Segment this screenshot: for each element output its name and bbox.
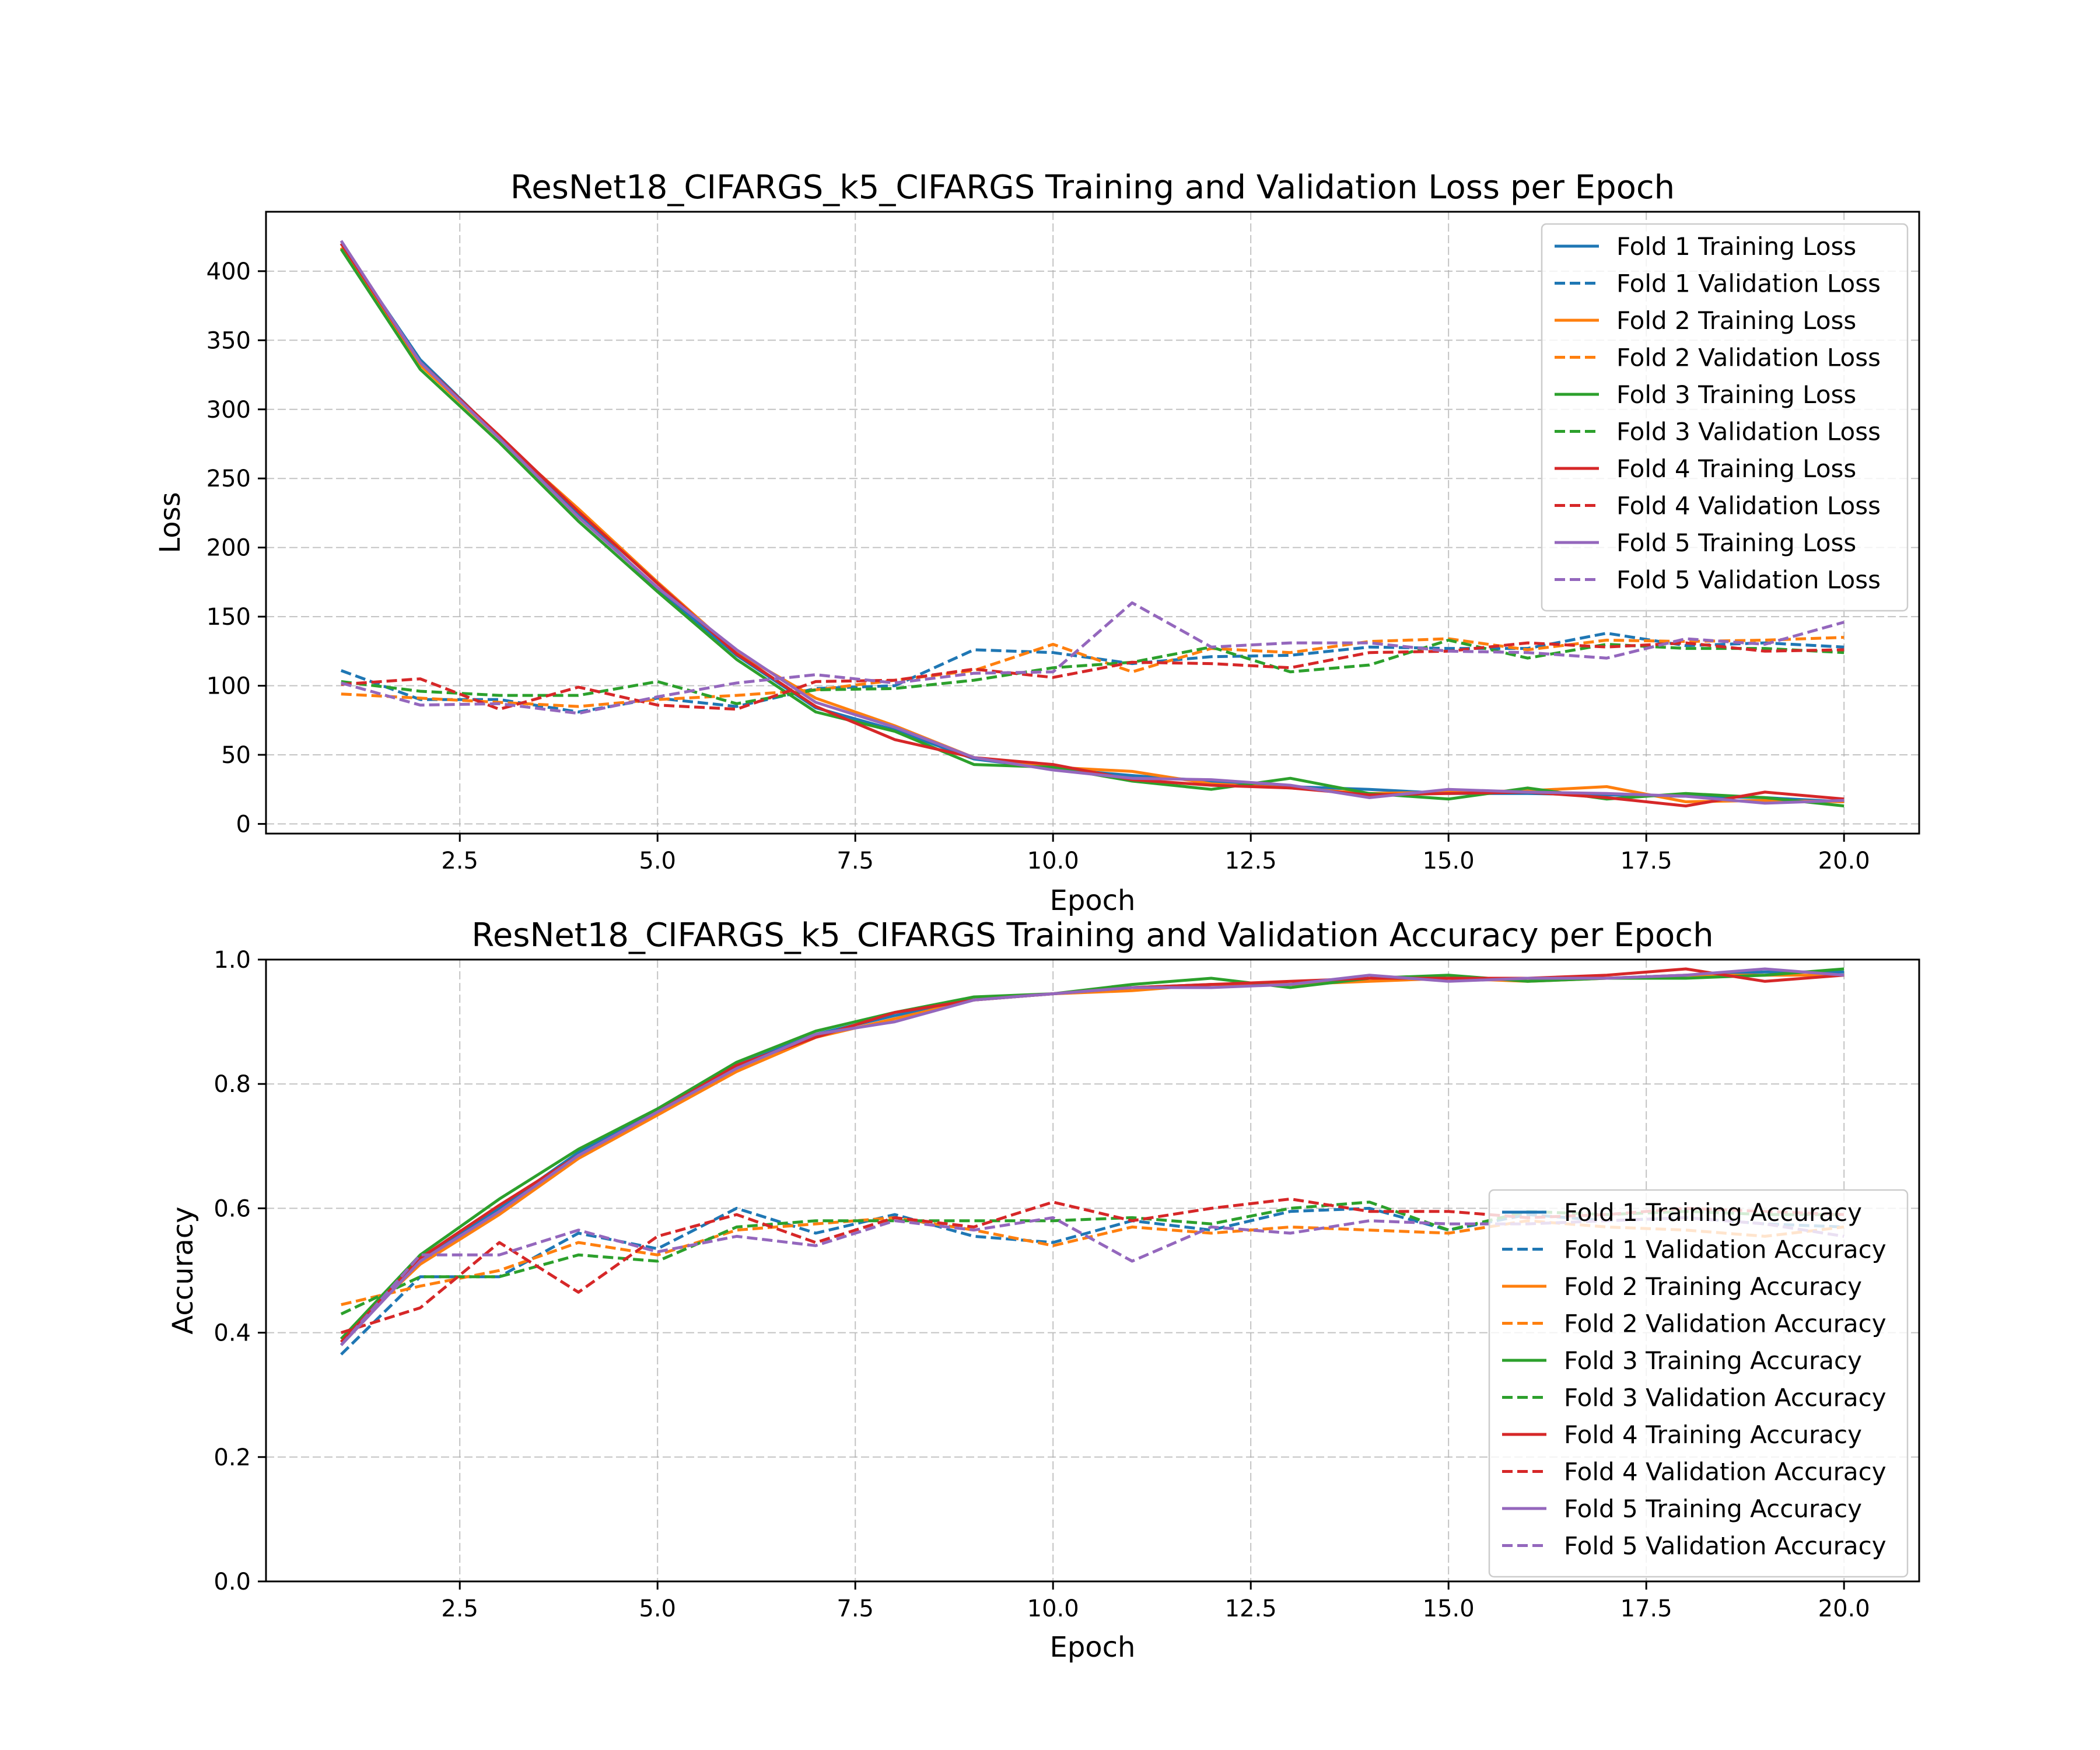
accuracy-y-tick-label: 0.8	[214, 1071, 251, 1098]
loss-legend: Fold 1 Training Loss Fold 1 Validation Lo…	[1541, 223, 1909, 612]
loss-legend-label: Fold 3 Training Loss	[1616, 380, 1856, 409]
accuracy-legend-label: Fold 3 Validation Accuracy	[1564, 1384, 1887, 1412]
accuracy-legend-label: Fold 4 Validation Accuracy	[1564, 1458, 1887, 1486]
accuracy-legend-label: Fold 4 Training Accuracy	[1564, 1420, 1862, 1449]
loss-legend-label: Fold 4 Training Loss	[1616, 454, 1856, 483]
accuracy-x-tick-label: 2.5	[441, 1595, 478, 1622]
accuracy-y-tick-label: 0.2	[214, 1444, 251, 1471]
loss-legend-label: Fold 3 Validation Loss	[1616, 418, 1881, 446]
accuracy-legend: Fold 1 Training Accuracy Fold 1 Validatio…	[1488, 1189, 1909, 1578]
loss-x-tick-label: 5.0	[639, 848, 676, 874]
loss-legend-label: Fold 5 Training Loss	[1616, 528, 1856, 557]
loss-series-fold-2-training	[340, 247, 1845, 803]
loss-x-axis-label: Epoch	[1050, 884, 1136, 917]
accuracy-y-tick-label: 0.6	[214, 1195, 251, 1222]
accuracy-legend-label: Fold 1 Validation Accuracy	[1564, 1236, 1887, 1264]
loss-legend-label: Fold 1 Training Loss	[1616, 232, 1856, 261]
loss-series-fold-5-validation	[341, 601, 1845, 715]
loss-chart-title: ResNet18_CIFARGS_k5_CIFARGS Training and…	[510, 169, 1675, 206]
loss-legend-box	[1541, 223, 1909, 612]
loss-series-fold-4-validation	[341, 641, 1845, 711]
accuracy-legend-label: Fold 5 Training Accuracy	[1564, 1494, 1862, 1523]
accuracy-legend-label: Fold 2 Training Accuracy	[1564, 1272, 1862, 1301]
accuracy-legend-label: Fold 5 Validation Accuracy	[1564, 1532, 1887, 1560]
accuracy-x-tick-label: 10.0	[1027, 1595, 1079, 1622]
loss-legend-label: Fold 1 Validation Loss	[1616, 270, 1881, 298]
accuracy-legend-label: Fold 2 Validation Accuracy	[1564, 1310, 1887, 1338]
loss-y-tick-label: 350	[206, 327, 251, 354]
accuracy-x-tick-label: 20.0	[1818, 1595, 1870, 1622]
accuracy-y-tick-label: 1.0	[214, 947, 251, 974]
loss-x-tick-label: 2.5	[441, 848, 478, 874]
loss-y-tick-label: 250	[206, 466, 251, 492]
loss-x-tick-label: 12.5	[1225, 848, 1277, 874]
accuracy-legend-box	[1488, 1189, 1909, 1578]
loss-legend-label: Fold 4 Validation Loss	[1616, 492, 1881, 520]
accuracy-legend-label: Fold 1 Training Accuracy	[1564, 1198, 1862, 1227]
loss-y-axis-label: Loss	[154, 492, 187, 553]
loss-y-tick-label: 100	[206, 673, 251, 700]
accuracy-y-axis-label: Accuracy	[167, 1206, 200, 1334]
accuracy-chart-title: ResNet18_CIFARGS_k5_CIFARGS Training and…	[471, 916, 1713, 954]
loss-series-fold-5-training	[340, 240, 1845, 805]
accuracy-y-tick-label: 0.0	[214, 1569, 251, 1595]
loss-legend-label: Fold 2 Validation Loss	[1616, 344, 1881, 372]
accuracy-x-tick-label: 15.0	[1423, 1595, 1475, 1622]
loss-x-tick-label: 17.5	[1620, 848, 1672, 874]
accuracy-y-tick-label: 0.4	[214, 1320, 251, 1347]
accuracy-x-tick-label: 12.5	[1225, 1595, 1277, 1622]
loss-x-tick-label: 10.0	[1027, 848, 1079, 874]
loss-y-tick-label: 200	[206, 535, 251, 562]
loss-y-tick-label: 0	[236, 811, 251, 838]
loss-legend-label: Fold 5 Validation Loss	[1616, 566, 1881, 594]
loss-series-fold-3-validation	[341, 638, 1845, 705]
accuracy-axes-frame	[265, 958, 1920, 1583]
loss-series-fold-2-validation	[341, 636, 1845, 708]
loss-y-tick-label: 300	[206, 397, 251, 424]
accuracy-series-fold-2-validation	[341, 1216, 1845, 1307]
accuracy-series-fold-4-validation	[341, 1197, 1845, 1334]
accuracy-x-axis-label: Epoch	[1050, 1631, 1136, 1664]
accuracy-x-tick-label: 5.0	[639, 1595, 676, 1622]
loss-x-tick-label: 15.0	[1423, 848, 1475, 874]
accuracy-x-tick-label: 17.5	[1620, 1595, 1672, 1622]
loss-axes-frame	[265, 211, 1920, 835]
loss-x-tick-label: 20.0	[1818, 848, 1870, 874]
loss-panel: 2.5 5.0 7.5 10.0 12.5 15.0 17.5 20.0 0 50 100 150 20…	[154, 169, 1920, 917]
loss-series-fold-4-training	[340, 243, 1845, 808]
loss-y-tick-label: 150	[206, 604, 251, 631]
loss-x-tick-label: 7.5	[836, 848, 874, 874]
loss-y-tick-label: 50	[221, 742, 251, 769]
accuracy-series-fold-5-training	[340, 967, 1845, 1346]
loss-y-tick-label: 400	[206, 258, 251, 285]
accuracy-x-tick-label: 7.5	[836, 1595, 874, 1622]
accuracy-panel: 2.5 5.0 7.5 10.0 12.5 15.0 17.5 20.0 0.0 0.2 0.4 0.…	[167, 916, 1920, 1664]
loss-legend-label: Fold 2 Training Loss	[1616, 306, 1856, 335]
accuracy-legend-label: Fold 3 Training Accuracy	[1564, 1346, 1862, 1375]
